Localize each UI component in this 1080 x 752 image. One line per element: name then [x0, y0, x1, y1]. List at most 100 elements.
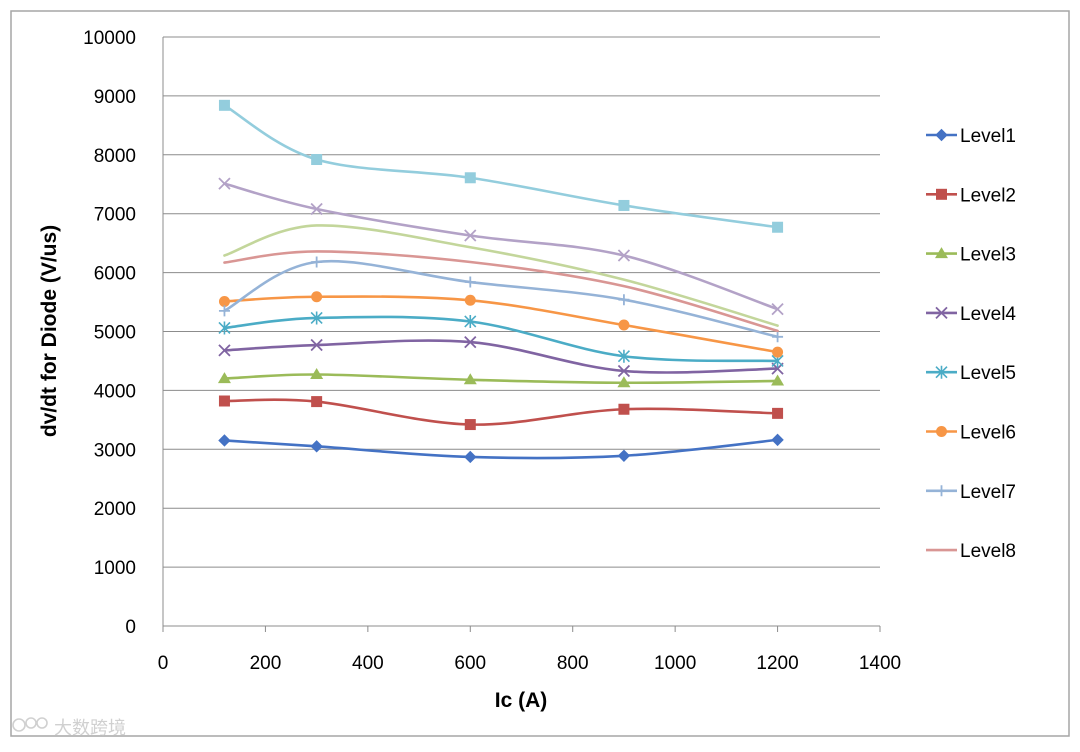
data-point-square [772, 407, 784, 419]
y-tick-label: 3000 [94, 440, 136, 461]
legend-item-level1: Level1 [926, 126, 1016, 147]
data-point-square [311, 154, 323, 166]
legend-item-level8: Level8 [926, 541, 1016, 562]
y-tick-label: 0 [125, 617, 136, 638]
data-point-x [464, 335, 477, 349]
legend-label: Level3 [960, 245, 1016, 266]
series-line [223, 224, 779, 327]
series-level6 [218, 291, 784, 358]
data-point-x [310, 202, 323, 216]
data-point-plus [218, 305, 230, 317]
data-point-star [617, 349, 630, 363]
data-point-x [771, 302, 784, 316]
legend-item-level2: Level2 [926, 185, 1016, 206]
x-tick-label: 1400 [859, 653, 901, 674]
data-point-plus [464, 276, 476, 288]
data-point-circle [618, 319, 630, 331]
y-tick-label: 4000 [94, 381, 136, 402]
data-point-square [311, 396, 323, 408]
data-point-star [310, 311, 323, 325]
series-line [223, 182, 779, 311]
legend-label: Level1 [960, 126, 1016, 147]
data-point-star [464, 314, 477, 328]
series-level1 [218, 433, 784, 464]
data-point-square [772, 221, 784, 233]
data-point-x [464, 229, 477, 242]
series-line [223, 250, 779, 333]
legend-label: Level6 [960, 423, 1016, 444]
x-tick-label: 1000 [654, 653, 696, 674]
data-point-plus [311, 256, 323, 268]
legend-item-level3: Level3 [926, 245, 1016, 266]
data-point-triangle [935, 247, 948, 259]
data-point-circle [772, 346, 784, 358]
watermark: 大数跨境 [12, 717, 126, 739]
y-tick-label: 9000 [94, 87, 136, 108]
legend-label: Level2 [960, 185, 1016, 206]
y-axis-title: dv/dt for Diode (V/us) [38, 225, 61, 437]
y-tick-label: 1000 [94, 558, 136, 579]
data-point-square [218, 395, 230, 407]
data-point-square [936, 188, 947, 200]
y-tick-label: 10000 [83, 28, 136, 49]
data-point-triangle [217, 372, 231, 384]
x-axis-title: Ic (A) [495, 689, 548, 712]
data-point-star [935, 365, 948, 379]
data-point-square [618, 199, 630, 211]
legend-label: Level4 [960, 304, 1016, 325]
watermark-logo-icon [12, 717, 48, 732]
data-point-diamond [617, 449, 631, 462]
series-unlabeled-8 [218, 177, 784, 316]
series-level2 [218, 395, 784, 431]
data-point-square [618, 403, 630, 415]
data-point-x [617, 364, 631, 378]
legend: Level1 Level2 Level3 Level4 Level5 Level6 Leve… [926, 126, 1016, 562]
data-point-triangle [310, 367, 324, 379]
data-point-square [464, 419, 476, 431]
chart-border [10, 10, 1070, 737]
data-point-square [218, 99, 230, 111]
y-tick-label: 8000 [94, 146, 136, 167]
legend-item-level7: Level7 [926, 482, 1016, 503]
legend-label: Level7 [960, 482, 1016, 503]
data-point-plus [936, 485, 947, 497]
data-point-x [617, 249, 631, 262]
data-point-circle [218, 295, 230, 307]
data-point-x [218, 344, 231, 357]
y-tick-label: 7000 [94, 205, 136, 226]
series-unlabeled-10 [218, 99, 784, 233]
data-point-circle [311, 291, 323, 303]
series-line [223, 295, 779, 354]
data-point-triangle [463, 373, 477, 385]
series-line [223, 398, 779, 426]
x-tick-label: 400 [352, 653, 384, 674]
data-point-square [464, 172, 476, 184]
legend-label: Level8 [960, 541, 1016, 562]
y-tick-label: 6000 [94, 264, 136, 285]
data-point-plus [772, 331, 784, 343]
series-layer [217, 99, 785, 464]
legend-label: Level5 [960, 363, 1016, 384]
y-tick-label: 2000 [94, 499, 136, 520]
x-tick-label: 200 [250, 653, 282, 674]
data-point-x [935, 306, 948, 320]
data-point-x [310, 338, 323, 352]
data-point-diamond [771, 433, 784, 447]
series-unlabeled-9 [223, 224, 779, 327]
data-point-diamond [310, 440, 323, 453]
data-point-plus [618, 294, 630, 306]
legend-item-level4: Level4 [926, 304, 1016, 325]
data-point-star [218, 321, 231, 335]
data-point-circle [936, 426, 947, 437]
series-level7 [218, 256, 784, 343]
data-point-diamond [464, 450, 477, 464]
x-tick-label: 0 [158, 653, 169, 674]
data-point-triangle [771, 374, 785, 386]
data-point-x [218, 177, 231, 190]
series-level3 [217, 367, 785, 388]
x-tick-label: 800 [557, 653, 589, 674]
legend-item-level5: Level5 [926, 363, 1016, 384]
watermark-text: 大数跨境 [54, 718, 126, 739]
